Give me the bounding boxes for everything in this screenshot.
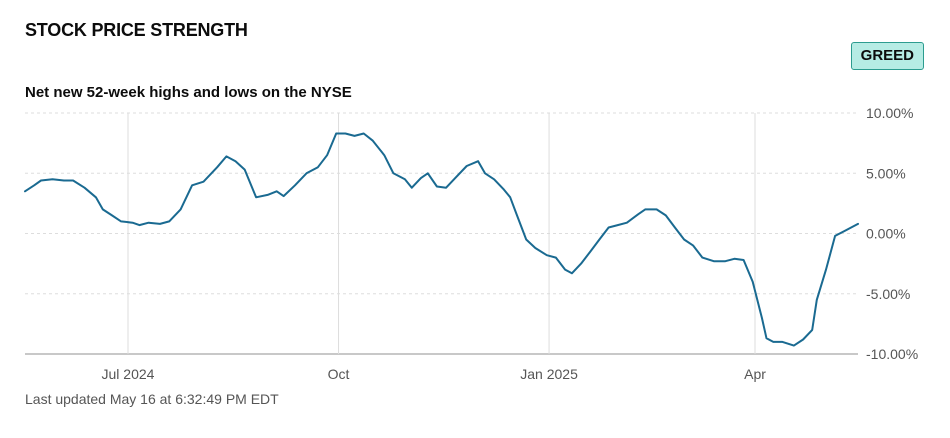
y-axis: 10.00% 5.00% 0.00% -5.00% -10.00% [866,105,918,362]
sentiment-badge: GREED [850,42,924,70]
y-tick-label: -5.00% [866,286,910,302]
y-tick-label: -10.00% [866,346,918,362]
x-tick-label: Jul 2024 [102,366,155,382]
chart-title: STOCK PRICE STRENGTH [25,20,248,40]
x-axis: Jul 2024 Oct Jan 2025 Apr [102,366,767,382]
y-tick-label: 10.00% [866,105,913,121]
x-tick-label: Apr [744,366,766,382]
grid-lines [25,112,858,355]
y-tick-label: 5.00% [866,165,906,181]
chart-subtitle: Net new 52-week highs and lows on the NY… [25,84,352,101]
series-line [24,132,859,347]
last-updated: Last updated May 16 at 6:32:49 PM EDT [25,391,279,407]
line-chart: 10.00% 5.00% 0.00% -5.00% -10.00% Jul 2024 Oc… [24,105,918,382]
x-tick-label: Jan 2025 [520,366,578,382]
x-tick-label: Oct [328,366,350,382]
y-tick-label: 0.00% [866,226,906,242]
